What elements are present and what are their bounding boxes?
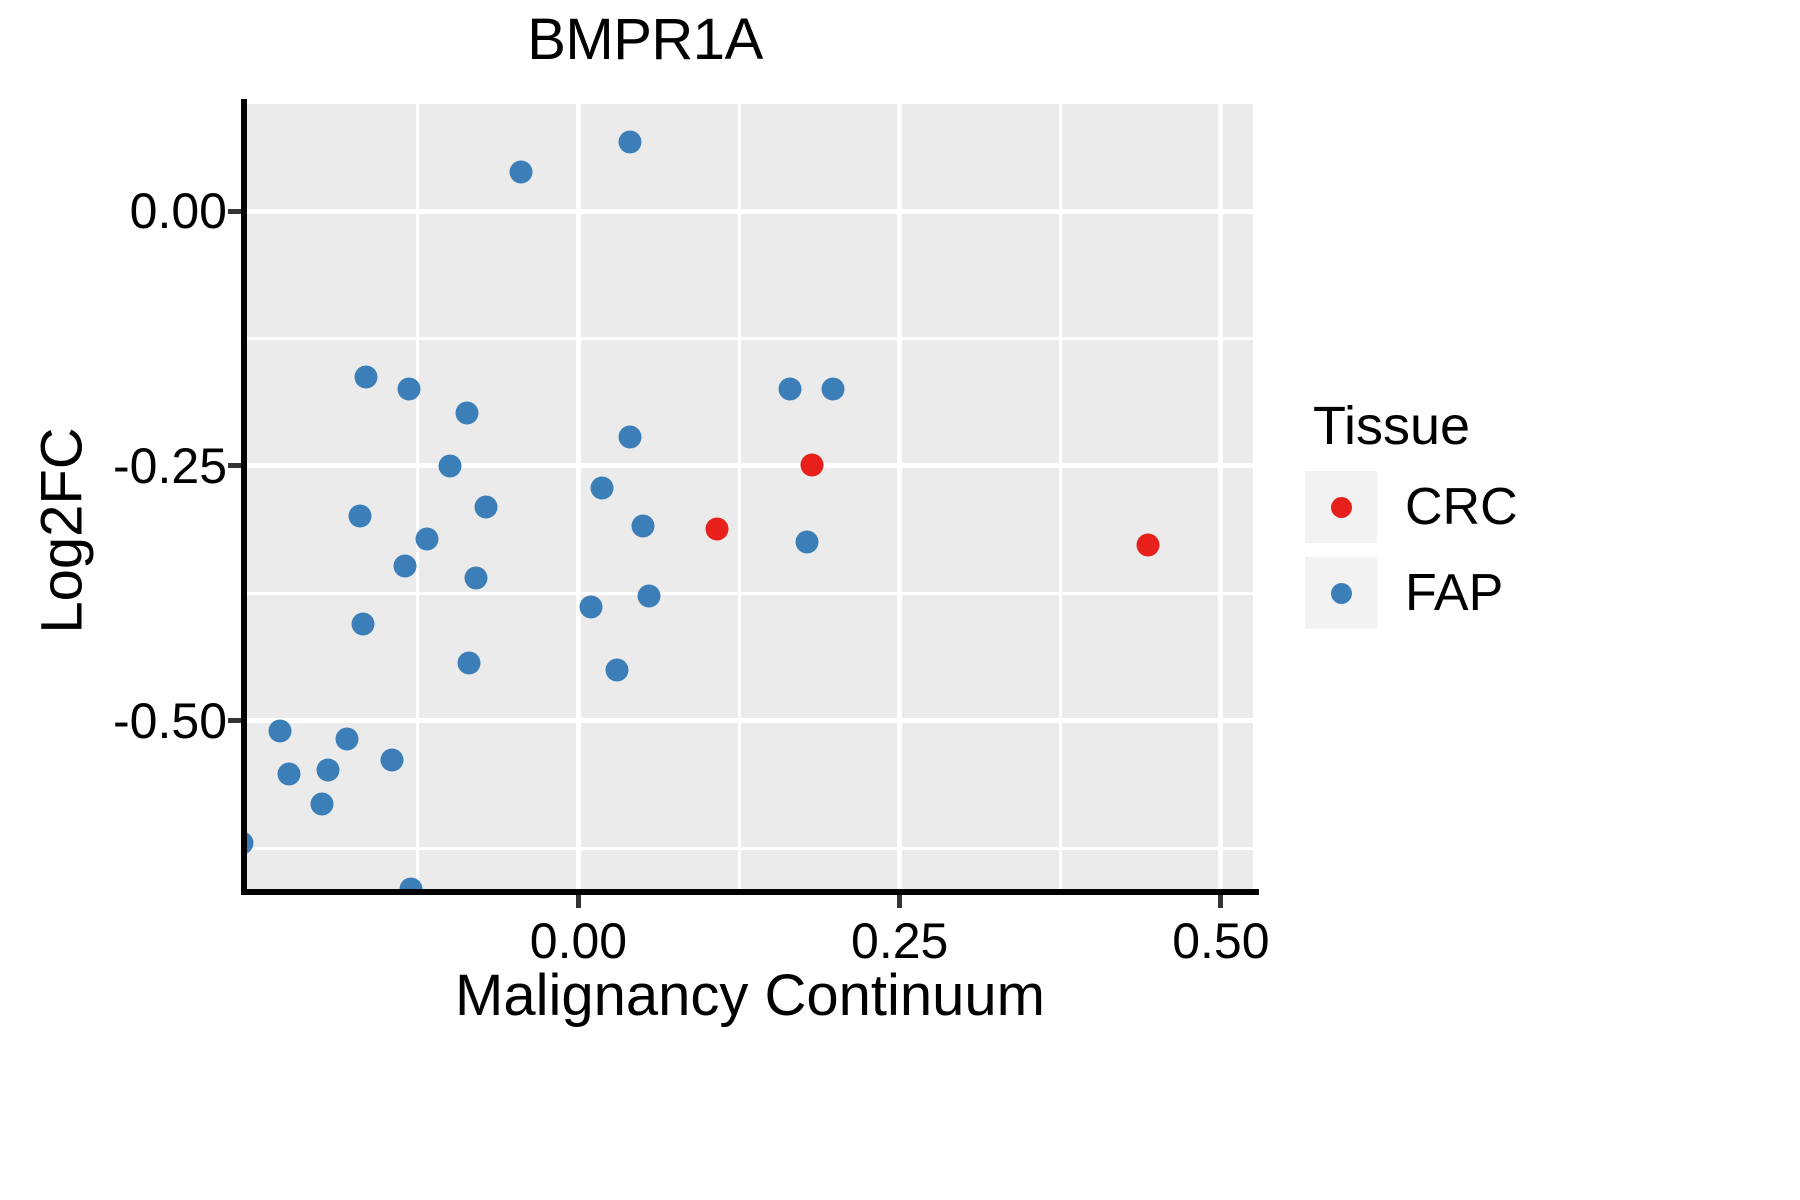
plot-panel	[247, 104, 1253, 889]
gridline-minor-horizontal	[247, 591, 1253, 595]
data-point-crc	[800, 453, 824, 477]
data-point-crc	[705, 517, 729, 541]
gridline-major-horizontal	[247, 718, 1253, 724]
data-point-fap	[399, 877, 423, 889]
data-point-fap	[277, 762, 301, 786]
x-tick-label: 0.25	[851, 913, 949, 969]
x-axis-line	[241, 889, 1259, 895]
x-tick-mark	[575, 895, 581, 908]
legend-dot-icon	[1330, 496, 1352, 518]
y-axis-line	[241, 99, 247, 894]
y-tick-mark	[228, 208, 241, 214]
legend-title: Tissue	[1313, 396, 1471, 456]
x-axis-label: Malignancy Continuum	[455, 963, 1045, 1028]
data-point-fap	[637, 584, 661, 608]
gridline-major-horizontal	[247, 463, 1253, 469]
data-point-fap	[590, 476, 614, 500]
data-point-fap	[618, 425, 642, 449]
gridline-minor-vertical	[737, 104, 741, 889]
legend-key-swatch	[1305, 557, 1377, 629]
gridline-minor-vertical	[416, 104, 420, 889]
data-point-fap	[335, 727, 359, 751]
gridline-minor-horizontal	[247, 336, 1253, 340]
data-point-fap	[268, 719, 292, 743]
data-point-fap	[393, 554, 417, 578]
y-tick-label: -0.50	[113, 692, 227, 749]
gridline-minor-vertical	[1058, 104, 1062, 889]
data-point-fap	[631, 514, 655, 538]
gridline-major-vertical	[897, 104, 903, 889]
legend-item-crc[interactable]: CRC	[1305, 471, 1518, 543]
data-point-fap	[354, 365, 378, 389]
data-point-fap	[316, 758, 340, 782]
data-point-fap	[509, 160, 533, 184]
data-point-fap	[579, 595, 603, 619]
y-tick-label: 0.00	[129, 183, 227, 240]
gridline-major-vertical	[575, 104, 581, 889]
data-point-crc	[1136, 533, 1160, 557]
legend-item-label: FAP	[1405, 564, 1504, 622]
gridline-major-vertical	[1218, 104, 1224, 889]
data-point-fap	[348, 504, 372, 528]
data-point-fap	[455, 401, 479, 425]
y-tick-label: -0.25	[113, 437, 227, 494]
data-point-fap	[618, 130, 642, 154]
data-point-fap	[415, 527, 439, 551]
data-point-fap	[795, 530, 819, 554]
data-point-fap	[438, 454, 462, 478]
y-axis-label: Log2FC	[29, 427, 95, 634]
legend-dot-icon	[1330, 582, 1352, 604]
legend-key-swatch	[1305, 471, 1377, 543]
gridline-major-horizontal	[247, 208, 1253, 214]
data-point-fap	[821, 377, 845, 401]
data-point-fap	[397, 377, 421, 401]
legend-items: CRC FAP	[1305, 471, 1518, 629]
data-point-fap	[474, 495, 498, 519]
data-point-fap	[310, 792, 334, 816]
x-tick-label: 0.50	[1172, 913, 1270, 969]
legend-item-label: CRC	[1405, 478, 1518, 536]
data-point-fap	[380, 748, 404, 772]
y-tick-mark	[228, 463, 241, 469]
data-point-fap	[464, 566, 488, 590]
data-point-fap	[605, 658, 629, 682]
data-point-fap	[247, 831, 254, 855]
x-tick-label: 0.00	[529, 913, 628, 969]
data-point-fap	[457, 651, 481, 675]
gridline-minor-horizontal	[247, 846, 1253, 850]
page-title: BMPR1A	[527, 7, 763, 72]
data-point-fap	[778, 377, 802, 401]
legend: Tissue CRC FAP	[1305, 395, 1518, 629]
y-tick-mark	[228, 718, 241, 724]
data-point-fap	[351, 612, 375, 636]
x-tick-mark	[897, 895, 903, 908]
x-tick-mark	[1218, 895, 1224, 908]
legend-item-fap[interactable]: FAP	[1305, 557, 1518, 629]
